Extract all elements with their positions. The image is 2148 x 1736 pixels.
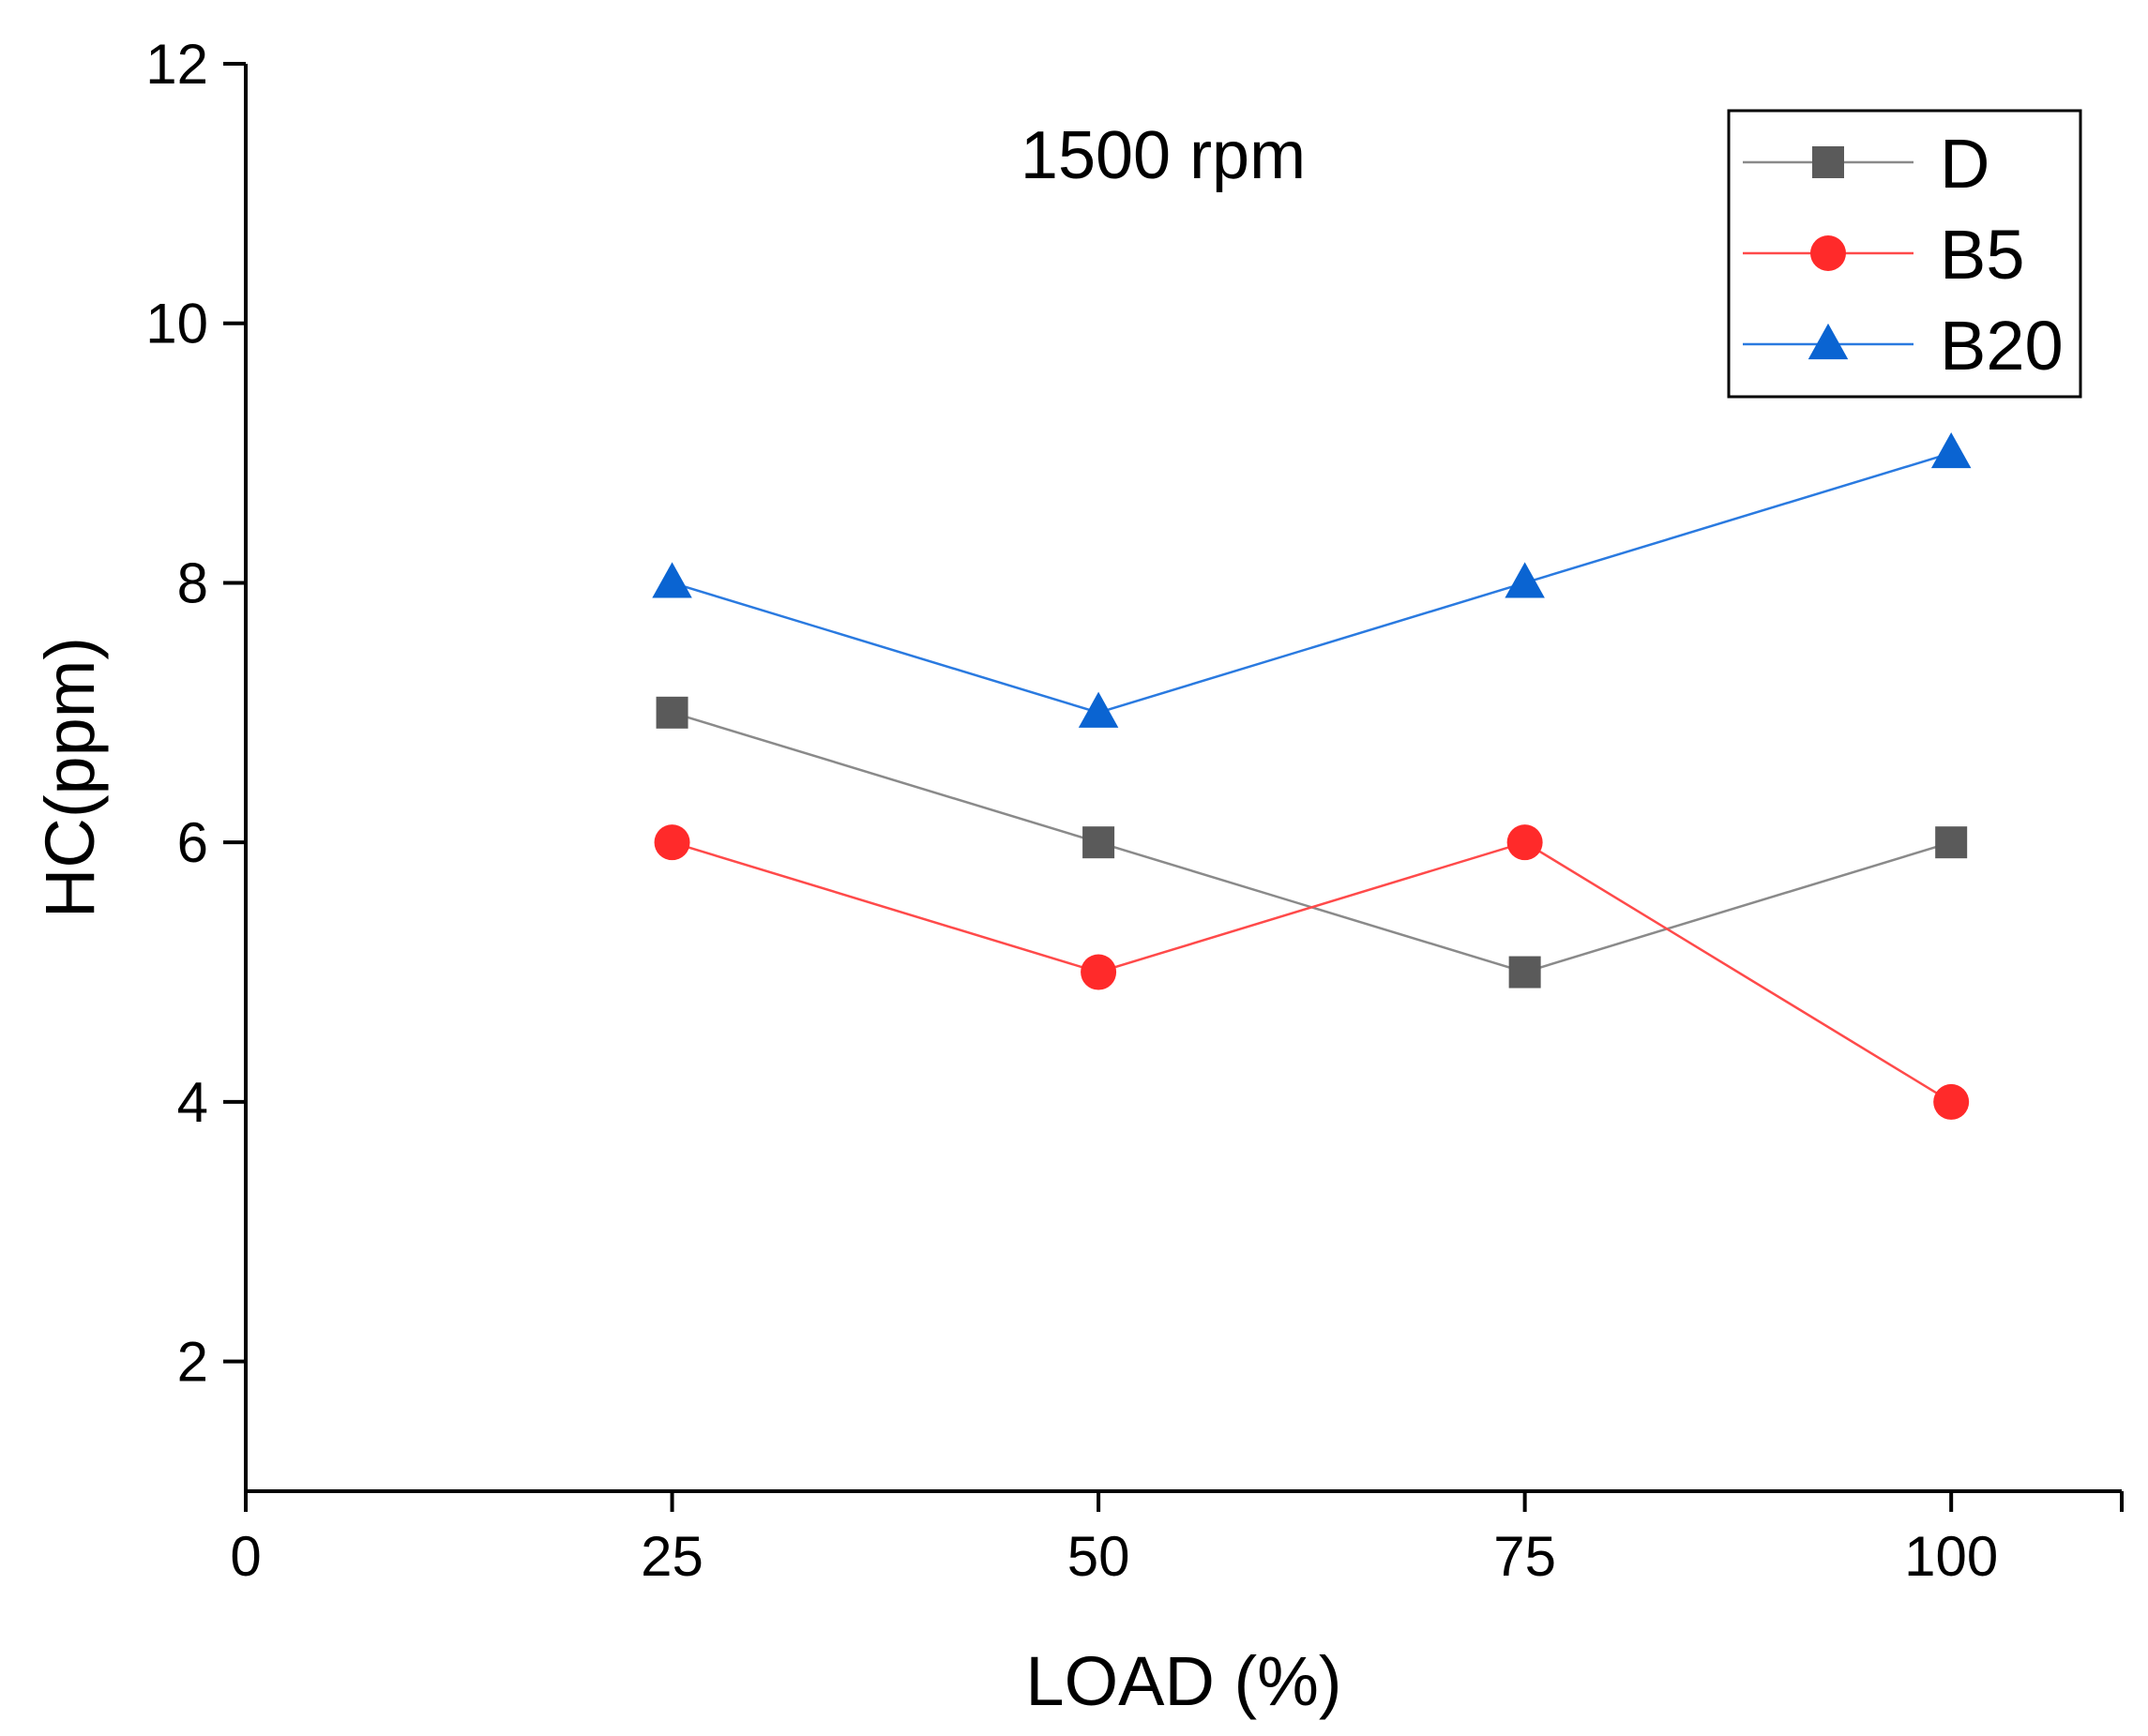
data-point-b5 <box>1933 1083 1970 1120</box>
series-lines <box>672 451 1952 1103</box>
data-point-b5 <box>1506 824 1543 861</box>
legend-label-d: D <box>1940 125 1989 203</box>
axes <box>244 64 2122 1493</box>
series-markers <box>652 431 1972 1120</box>
legend-label-b5: B5 <box>1940 216 2025 294</box>
data-point-b20 <box>652 562 692 598</box>
x-tick-label: 0 <box>230 1525 261 1588</box>
legend-label-b20: B20 <box>1940 307 2064 385</box>
data-point-d <box>1935 826 1968 859</box>
y-tick-label: 8 <box>177 551 208 614</box>
ticks: 0 25 50 75 100 2 4 6 8 10 12 <box>145 33 2124 1588</box>
legend: D B5 B20 <box>1727 109 2082 399</box>
data-point-b5 <box>1081 954 1117 990</box>
x-tick-label: 75 <box>1493 1525 1556 1588</box>
data-point-d <box>1508 956 1541 989</box>
legend-marker-b5 <box>1810 235 1846 271</box>
y-tick-label: 10 <box>145 293 208 355</box>
y-tick-label: 4 <box>177 1071 208 1134</box>
x-axis-title: LOAD (%) <box>1025 1642 1341 1720</box>
y-tick-label: 12 <box>145 33 208 96</box>
y-axis-title: HC(ppm) <box>31 637 109 918</box>
x-tick-label: 100 <box>1904 1525 1998 1588</box>
legend-marker-b20 <box>1808 323 1849 360</box>
data-point-b20 <box>1078 691 1119 728</box>
series-line-b20 <box>672 451 1952 715</box>
data-point-d <box>656 696 688 729</box>
legend-marker-d <box>1812 146 1844 178</box>
speed-annotation: 1500 rpm <box>1021 118 1306 193</box>
data-point-b20 <box>1505 562 1545 598</box>
y-tick-label: 2 <box>177 1331 208 1394</box>
data-point-b5 <box>654 824 690 861</box>
data-point-d <box>1082 826 1115 859</box>
x-tick-label: 25 <box>641 1525 703 1588</box>
y-tick-label: 6 <box>177 811 208 874</box>
series-line-b5 <box>672 840 1952 1103</box>
data-point-b20 <box>1930 431 1972 469</box>
x-tick-label: 50 <box>1067 1525 1130 1588</box>
